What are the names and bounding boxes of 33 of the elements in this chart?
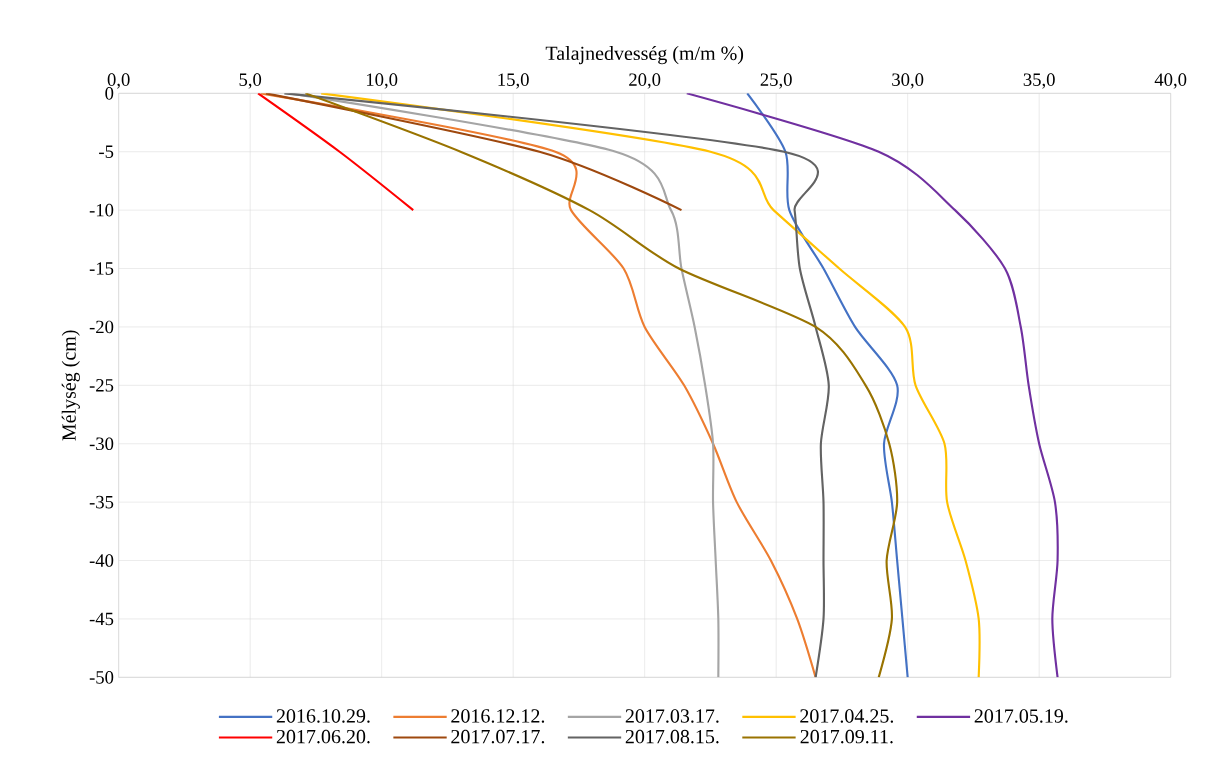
legend-label: 2017.03.17.: [625, 709, 719, 723]
legend-label: 2017.05.19.: [974, 709, 1068, 723]
y-tick-label: -20: [89, 320, 114, 334]
x-axis-title: Talajnedvesség (m/m %): [545, 45, 744, 65]
x-tick-label: 15,0: [498, 73, 529, 89]
x-tick-label: 10,0: [366, 73, 398, 89]
line-series: [685, 93, 1059, 678]
legend-label: 2017.06.20.: [276, 729, 370, 744]
x-tick-label: 25,0: [760, 73, 792, 89]
line-series: [746, 93, 909, 678]
x-tick-label: 0,0: [107, 73, 130, 89]
y-tick-label: -30: [89, 437, 114, 451]
x-tick-label: 30,0: [892, 73, 924, 89]
y-tick-label: -40: [89, 554, 114, 567]
y-tick-label: -35: [89, 495, 114, 509]
legend-label: 2017.07.17.: [451, 729, 545, 744]
y-axis-title: Mélység (cm): [61, 330, 80, 441]
legend-label: 2016.12.12.: [451, 709, 545, 723]
y-tick-label: -45: [89, 612, 114, 626]
y-tick-label: -50: [89, 671, 114, 684]
y-tick-label: -15: [89, 262, 114, 275]
x-tick-label: 20,0: [629, 73, 661, 89]
y-tick-label: -10: [89, 203, 114, 217]
legend-label: 2017.04.25.: [800, 709, 894, 723]
legend-label: 2016.10.29.: [276, 709, 370, 723]
x-tick-label: 35,0: [1023, 73, 1055, 89]
y-tick-label: 0: [105, 87, 114, 100]
x-tick-label: 5,0: [239, 73, 262, 89]
legend-label: 2017.09.11.: [800, 729, 893, 744]
y-tick-label: -5: [99, 145, 114, 158]
legend-label: 2017.08.15.: [625, 729, 719, 744]
x-tick-label: 40,0: [1154, 73, 1187, 89]
y-tick-label: -25: [89, 379, 114, 392]
